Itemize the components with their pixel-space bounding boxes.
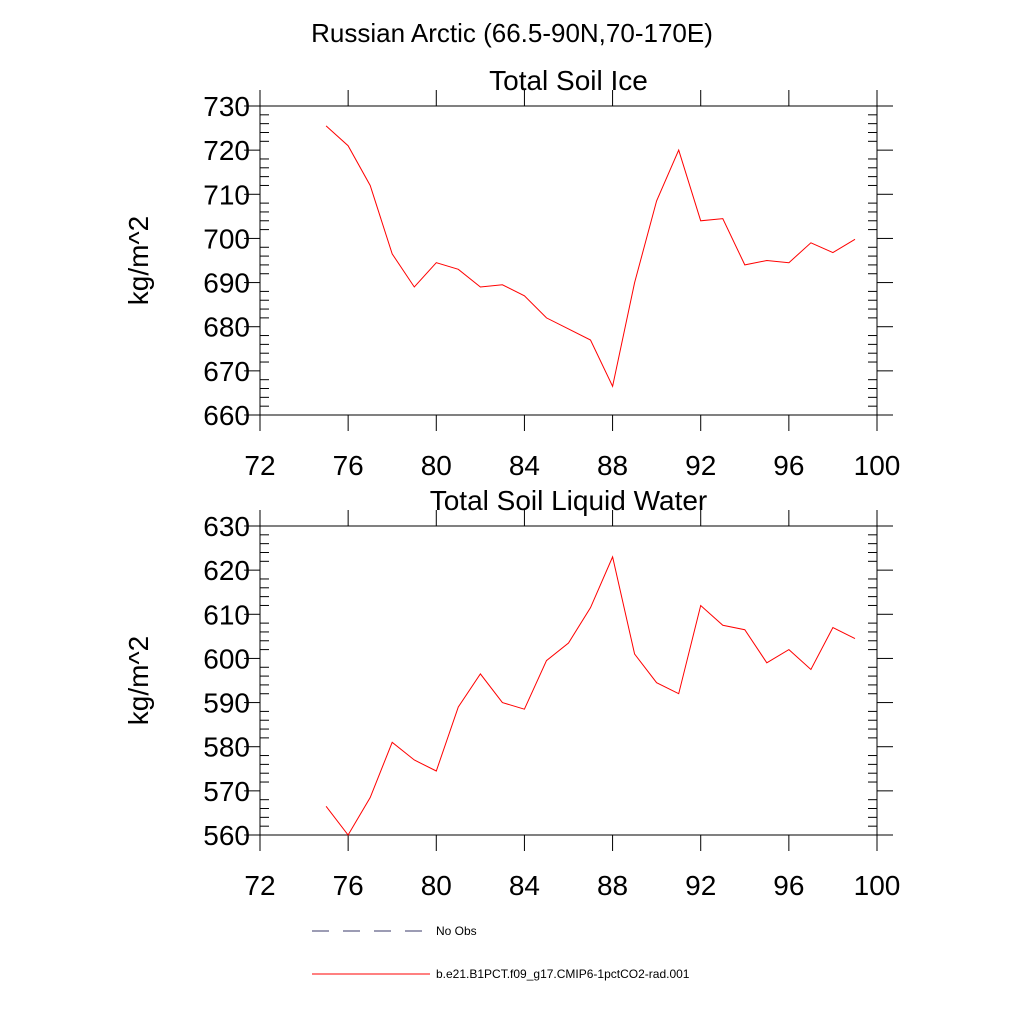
y-tick-label: 700 <box>203 223 250 254</box>
legend-label: b.e21.B1PCT.f09_g17.CMIP6-1pctCO2-rad.00… <box>436 967 690 981</box>
y-tick-label: 620 <box>203 555 250 586</box>
y-tick-label: 570 <box>203 776 250 807</box>
series-line <box>325 555 856 836</box>
y-tick-label: 690 <box>203 268 250 299</box>
y-tick-label: 630 <box>203 511 250 542</box>
x-tick-label: 88 <box>597 870 628 901</box>
y-axis-label: kg/m^2 <box>123 216 154 305</box>
y-tick-label: 710 <box>203 179 250 210</box>
x-tick-label: 92 <box>685 870 716 901</box>
x-tick-label: 80 <box>421 870 452 901</box>
y-tick-label: 670 <box>203 356 250 387</box>
x-tick-label: 72 <box>244 450 275 481</box>
y-tick-label: 720 <box>203 135 250 166</box>
x-tick-label: 84 <box>509 450 540 481</box>
x-tick-label: 72 <box>244 870 275 901</box>
y-tick-label: 660 <box>203 400 250 431</box>
y-tick-label: 610 <box>203 599 250 630</box>
chart-panel-1: Total Soil Ice kg/m^2 72 76 80 84 88 92 96 100 660… <box>123 65 900 481</box>
y-tick-label: 560 <box>203 820 250 851</box>
plot-frame <box>259 525 878 836</box>
legend: No Obs b.e21.B1PCT.f09_g17.CMIP6-1pctCO2-… <box>312 924 690 981</box>
x-tick-label: 100 <box>854 870 901 901</box>
x-tick-label: 92 <box>685 450 716 481</box>
chart-panel-2: Total Soil Liquid Water kg/m^2 72 76 80 84 88 9… <box>123 485 900 901</box>
chart-title: Total Soil Ice <box>489 65 648 96</box>
x-tick-label: 76 <box>333 870 364 901</box>
x-tick-label: 76 <box>333 450 364 481</box>
y-axis-label: kg/m^2 <box>123 636 154 725</box>
plot-frame <box>259 105 878 416</box>
y-tick-label: 730 <box>203 91 250 122</box>
x-tick-label: 80 <box>421 450 452 481</box>
x-tick-label: 88 <box>597 450 628 481</box>
legend-label: No Obs <box>436 924 477 938</box>
chart-panels: Total Soil Ice kg/m^2 72 76 80 84 88 92 96 100 660… <box>123 65 900 901</box>
y-tick-label: 580 <box>203 732 250 763</box>
x-tick-label: 96 <box>773 450 804 481</box>
y-tick-label: 590 <box>203 688 250 719</box>
x-tick-label: 96 <box>773 870 804 901</box>
chart-title: Total Soil Liquid Water <box>430 485 708 516</box>
x-tick-label: 84 <box>509 870 540 901</box>
figure-title: Russian Arctic (66.5-90N,70-170E) <box>311 18 713 48</box>
y-tick-label: 680 <box>203 312 250 343</box>
y-tick-label: 600 <box>203 643 250 674</box>
series-line <box>325 125 856 388</box>
x-tick-label: 100 <box>854 450 901 481</box>
